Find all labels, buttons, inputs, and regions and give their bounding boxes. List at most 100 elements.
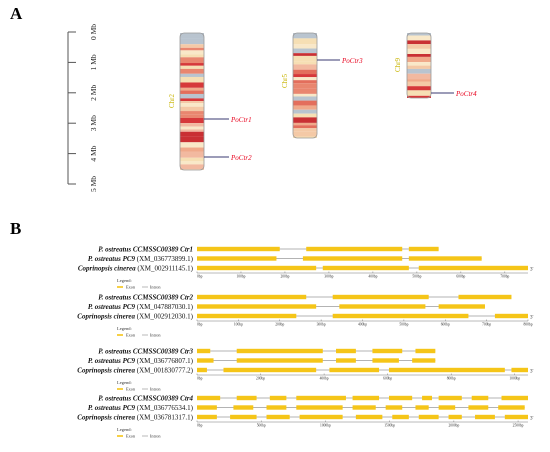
exon-block (197, 294, 307, 300)
chromosome-chr2: Chr2 PoCtr1 PoCtr2 (168, 32, 252, 171)
three-prime-label: 3' (530, 417, 534, 422)
gene-label-poctr3: PoCtr3 (341, 57, 363, 65)
exon-block (448, 414, 462, 420)
axis-tick-label: 400bp (368, 275, 377, 279)
exon-block (197, 246, 280, 252)
three-prime-label: 3' (530, 316, 534, 321)
axis-tick-label: 800bp (447, 377, 456, 381)
exon-block (332, 294, 429, 300)
exon-block (197, 348, 211, 354)
exon-block (408, 256, 482, 261)
exon-block (418, 265, 528, 271)
exon-block (299, 414, 343, 420)
exon-block (332, 313, 469, 319)
axis-tick-label: 300bp (317, 323, 326, 327)
exon-block (223, 367, 317, 373)
exon-block (336, 348, 356, 354)
axis-tick-label: 500bp (412, 275, 421, 279)
exon-block (233, 405, 254, 410)
axis-tick-label: 600bp (456, 275, 465, 279)
axis-tick-label: 0bp (197, 323, 203, 327)
exon-block (336, 358, 356, 363)
exon-block (458, 294, 512, 300)
scale-label: 3 Mb (89, 115, 98, 131)
gene-label-poctr2: PoCtr2 (230, 154, 252, 162)
exon-block (471, 395, 489, 401)
axis-tick-label: 2000bp (448, 424, 459, 428)
scale-bar: 0 Mb 1 Mb 2 Mb 3 Mb 4 Mb 5 Mb (67, 24, 98, 192)
legend-title: Legend: (117, 326, 132, 331)
exon-block (415, 348, 436, 354)
legend-intron-label: Intron (150, 434, 161, 439)
exon-block (197, 405, 217, 410)
species-label: Coprinopsis cinerea (XM_002912030.1) (77, 313, 193, 321)
species-label: P. ostreatus CCMSSC00389 Ctr4 (98, 395, 193, 403)
gene-structure-panel: P. ostreatus CCMSSC00389 Ctr1 P. ostreatu… (77, 246, 533, 439)
chromosome-label-chr2: Chr2 (168, 94, 176, 109)
exon-block (197, 395, 221, 401)
scale-label: 4 Mb (89, 145, 98, 161)
chromosome-chr5: Chr5 PoCtr3 (281, 32, 363, 139)
axis-tick-label: 700bp (482, 323, 491, 327)
axis-tick-label: 600bp (383, 377, 392, 381)
legend-exon-label: Exon (126, 285, 136, 290)
exon-block (296, 395, 346, 401)
legend-intron-label: Intron (150, 387, 161, 392)
axis-tick-label: 400bp (320, 377, 329, 381)
chromosome-chr9: Chr9 PoCtr4 (394, 32, 477, 99)
exon-block (412, 358, 436, 363)
legend-intron-label: Intron (150, 285, 161, 290)
species-label: Coprinopsis cinerea (XM_036781317.1) (77, 414, 193, 422)
exon-block (385, 405, 403, 410)
axis-tick-label: 2500bp (513, 424, 524, 428)
exon-block (415, 405, 429, 410)
exon-block (197, 304, 317, 309)
axis-tick-label: 0bp (197, 424, 203, 428)
exon-block (372, 348, 403, 354)
axis-tick-label: 1000bp (320, 424, 331, 428)
axis-tick-label: 500bp (399, 323, 408, 327)
exon-block (266, 414, 290, 420)
exon-block (266, 405, 287, 410)
three-prime-label: 3' (530, 370, 534, 375)
exon-block (197, 313, 297, 319)
axis-tick-label: 400bp (358, 323, 367, 327)
exon-block (438, 405, 456, 410)
species-label: P. ostreatus PC9 (XM_036776534.1) (88, 404, 194, 412)
scale-label: 1 Mb (89, 54, 98, 70)
species-label: Coprinopsis cinerea (XM_002911145.1) (78, 265, 194, 273)
exon-block (418, 414, 439, 420)
panel-a-letter: A (10, 4, 23, 23)
axis-tick-label: 1000bp (509, 377, 520, 381)
exon-block (236, 358, 323, 363)
legend-title: Legend: (117, 278, 132, 283)
panel-b-letter: B (10, 219, 22, 238)
scale-label: 2 Mb (89, 85, 98, 101)
axis-tick-label: 800bp (524, 323, 533, 327)
scale-label: 5 Mb (89, 176, 98, 192)
axis-tick-label: 0bp (197, 275, 203, 279)
exon-block (504, 414, 528, 420)
chromosome-label-chr5: Chr5 (281, 74, 289, 89)
axis-tick-label: 200bp (256, 377, 265, 381)
exon-block (230, 414, 257, 420)
species-label: P. ostreatus CCMSSC00389 Ctr1 (98, 246, 193, 254)
gene-label-poctr1: PoCtr1 (230, 116, 252, 124)
exon-block (296, 405, 343, 410)
exon-block (236, 395, 257, 401)
exon-block (306, 246, 403, 252)
exon-block (302, 256, 403, 261)
scale-label: 0 Mb (89, 24, 98, 40)
axis-tick-label: 100bp (234, 323, 243, 327)
exon-block (475, 414, 495, 420)
exon-block (422, 395, 433, 401)
species-label: P. ostreatus PC9 (XM_036776807.1) (88, 357, 194, 365)
three-prime-label: 3' (530, 268, 534, 273)
legend-exon-label: Exon (126, 434, 136, 439)
species-label: P. ostreatus PC9 (XM_047887030.1) (88, 303, 194, 311)
exon-block (197, 265, 317, 271)
axis-tick-label: 100bp (236, 275, 245, 279)
